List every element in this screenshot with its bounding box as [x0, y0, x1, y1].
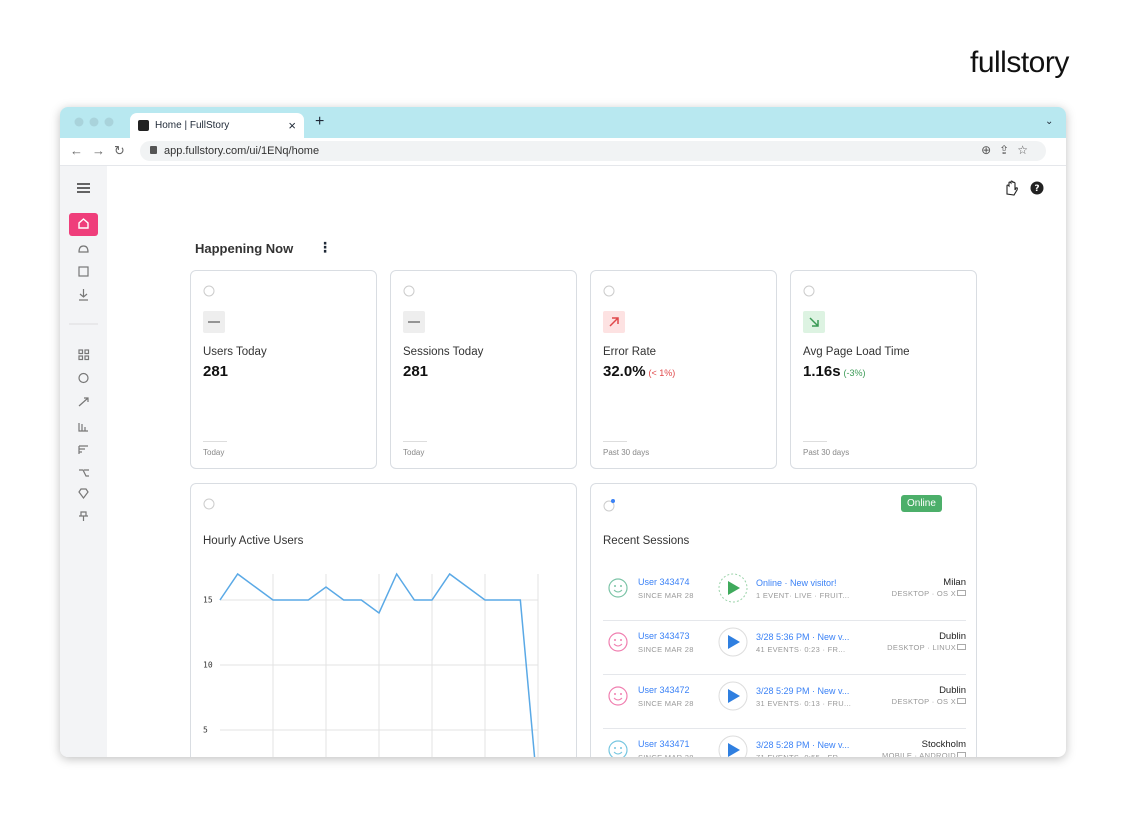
device-icon [957, 698, 966, 704]
metric-value: 281 [203, 363, 228, 380]
device-icon [957, 590, 966, 596]
metric-number: 32.0% [603, 363, 646, 380]
svg-text:?: ? [1034, 184, 1039, 194]
session-details: 41 EVENTS· 0:23 · FR... [756, 645, 846, 654]
metric-period: Past 30 days [603, 441, 649, 457]
session-summary: 3/28 5:28 PM · New v... [756, 740, 850, 750]
chart: 5 10 15 [203, 572, 539, 757]
user-name: User 343471 [638, 739, 690, 749]
user-since: SINCE MAR 28 [638, 699, 694, 708]
metric-label: Error Rate [603, 346, 657, 358]
metric-card: Error Rate 32.0% (< 1%) Past 30 days [590, 270, 777, 469]
tab-title: Home | FullStory [155, 120, 230, 131]
user-since: SINCE MAR 28 [638, 753, 694, 757]
metric-icons [203, 285, 225, 333]
session-city: Dublin [939, 685, 966, 696]
session-row[interactable]: User 343474 SINCE MAR 28 Online · New visi… [603, 567, 966, 621]
metric-label: Avg Page Load Time [803, 346, 910, 358]
metric-label: Users Today [203, 346, 267, 358]
session-row[interactable]: User 343471 SINCE MAR 28 3/28 5:28 PM · Ne… [603, 729, 966, 757]
session-device: DESKTOP · OS X [891, 697, 956, 706]
session-city: Milan [943, 577, 966, 588]
user-since: SINCE MAR 28 [638, 591, 694, 600]
nav-buttons[interactable]: ←→↻ [70, 143, 134, 158]
metric-change: (< 1%) [648, 368, 676, 378]
metric-card: Avg Page Load Time 1.16s (-3%) Past 30 days [790, 270, 977, 469]
session-device: DESKTOP · LINUX [887, 643, 956, 652]
session-summary: 3/28 5:29 PM · New v... [756, 686, 850, 696]
section-menu[interactable]: ⋮ [318, 239, 332, 255]
session-summary: Online · New visitor! [756, 578, 837, 588]
device-icon [957, 644, 966, 650]
chart-title: Hourly Active Users [203, 535, 304, 547]
session-details: 1 EVENT· LIVE · FRUIT... [756, 591, 850, 600]
metric-period: Today [203, 441, 227, 457]
section-title: Happening Now [195, 241, 294, 256]
address-bar: ←→↻ app.fullstory.com/ui/1ENq/home ⊕⇪☆ [60, 138, 1066, 166]
metric-value: 281 [403, 363, 428, 380]
tab-menu[interactable]: ⌄ [1045, 116, 1054, 127]
user-name: User 343474 [638, 577, 690, 587]
metric-number: 281 [203, 363, 229, 380]
session-row[interactable]: User 343473 SINCE MAR 28 3/28 5:36 PM · Ne… [603, 621, 966, 675]
y-tick-label: 5 [203, 726, 208, 735]
session-summary: 3/28 5:36 PM · New v... [756, 632, 850, 642]
session-row[interactable]: User 343472 SINCE MAR 28 3/28 5:29 PM · Ne… [603, 675, 966, 729]
metric-number: 1.16s [803, 363, 841, 380]
logo: fullstory [970, 46, 1069, 79]
session-city: Stockholm [921, 739, 966, 750]
y-tick-label: 15 [203, 596, 213, 605]
new-tab[interactable]: + [315, 113, 325, 130]
metric-icons [403, 285, 425, 333]
session-details: 71 EVENTS· 0:55 · FR... [756, 753, 845, 757]
metric-period: Today [403, 441, 427, 457]
chart-card: Hourly Active Users 5 10 15 [190, 483, 577, 757]
tab-bar: Home | FullStory × + ⌄ [60, 107, 1066, 138]
live-icon [603, 499, 615, 512]
window-controls[interactable] [74, 116, 116, 128]
session-details: 31 EVENTS· 0:13 · FRU... [756, 699, 852, 708]
metric-card: Users Today 281 Today [190, 270, 377, 469]
session-device: MOBILE · ANDROID [882, 751, 956, 757]
metric-icons [803, 285, 825, 333]
sessions-card: Online Recent Sessions User 343474 SINCE … [590, 483, 977, 757]
session-icons [608, 735, 748, 757]
status-badge: Online [901, 495, 942, 512]
clock-icon [203, 498, 215, 510]
data-line [219, 572, 536, 757]
user-since: SINCE MAR 28 [638, 645, 694, 654]
metric-change: (-3%) [843, 368, 866, 378]
session-icons [608, 573, 748, 603]
metric-number: 281 [403, 363, 429, 380]
sidebar-icons[interactable] [60, 166, 107, 566]
metric-icons [603, 285, 625, 333]
browser-window: Home | FullStory × + ⌄ ←→↻ app.fullstory… [60, 107, 1066, 757]
url-field[interactable]: app.fullstory.com/ui/1ENq/home ⊕⇪☆ [140, 141, 1046, 161]
user-name: User 343473 [638, 631, 690, 641]
sessions-title: Recent Sessions [603, 535, 690, 547]
header-icons[interactable]: ? [1002, 179, 1047, 197]
session-icons [608, 627, 748, 657]
session-device: DESKTOP · OS X [891, 589, 956, 598]
user-name: User 343472 [638, 685, 690, 695]
device-icon [957, 752, 966, 757]
session-city: Dublin [939, 631, 966, 642]
session-icons [608, 681, 748, 711]
metric-label: Sessions Today [403, 346, 484, 358]
browser-tab[interactable]: Home | FullStory × [130, 113, 304, 138]
metric-period: Past 30 days [803, 441, 849, 457]
metric-card: Sessions Today 281 Today [390, 270, 577, 469]
y-tick-label: 10 [203, 661, 213, 670]
metric-value: 1.16s (-3%) [803, 363, 866, 380]
url: app.fullstory.com/ui/1ENq/home [164, 145, 320, 157]
sidebar [60, 166, 107, 757]
metric-value: 32.0% (< 1%) [603, 363, 675, 380]
